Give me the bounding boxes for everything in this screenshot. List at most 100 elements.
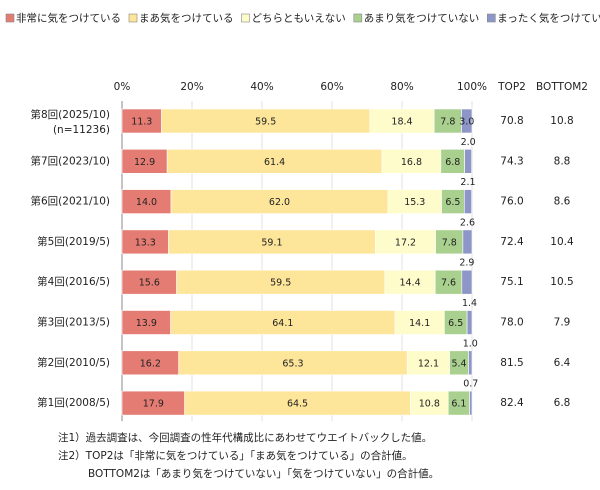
bar-segment (178, 350, 408, 376)
bottom2-header: BOTTOM2 (536, 81, 588, 93)
value-label: 6.5 (448, 318, 463, 329)
y-tick-label: 第7回(2023/10) (31, 154, 111, 167)
bar-segment (381, 149, 442, 174)
x-tick-label: 80% (390, 81, 413, 93)
bar-segment (161, 108, 371, 134)
bar-segment (461, 269, 473, 295)
value-label: 17.9 (143, 399, 164, 410)
value-label: 2.0 (461, 137, 476, 148)
value-label: 5.4 (451, 358, 466, 369)
value-label: 1.4 (462, 298, 477, 309)
bottom2-value: 8.6 (554, 196, 571, 208)
value-label: 61.4 (264, 157, 285, 168)
value-label: 2.6 (460, 217, 475, 228)
bar-segment (468, 350, 473, 376)
legend-swatch (241, 13, 250, 23)
x-tick-label: 0% (114, 81, 131, 93)
bar-segment (121, 108, 162, 134)
bottom2-value: 10.4 (550, 236, 574, 248)
legend-label: まあ気をつけている (139, 12, 234, 25)
bottom2-value: 6.8 (554, 397, 571, 409)
bar-segment (461, 108, 473, 134)
top2-value: 82.4 (500, 397, 524, 409)
value-label: 3.0 (459, 117, 474, 128)
value-label: 2.1 (460, 177, 475, 188)
value-label: 6.5 (445, 197, 460, 208)
y-tick-label: 第3回(2013/5) (37, 316, 110, 329)
value-label: 12.1 (418, 358, 439, 369)
bar-segment (466, 310, 473, 335)
top2-value: 81.5 (500, 357, 523, 369)
note: BOTTOM2は「あまり気をつけていない」「気をつけていない」の合計値。 (88, 467, 439, 480)
value-label: 65.3 (282, 358, 303, 369)
value-label: 13.9 (136, 318, 157, 329)
y-tick-label: 第2回(2010/5) (37, 356, 110, 369)
value-label: 11.3 (131, 117, 152, 128)
bar-segment (406, 350, 450, 376)
value-label: 15.6 (139, 278, 160, 289)
y-tick-label: 第1回(2008/5) (37, 396, 110, 409)
value-label: 7.8 (442, 237, 457, 248)
value-label: 14.0 (136, 197, 157, 208)
legend-label: あまり気をつけていない (364, 12, 480, 25)
bar-segment (433, 108, 462, 134)
top2-value: 70.8 (500, 115, 523, 127)
value-label: 14.4 (399, 278, 420, 289)
value-label: 7.8 (440, 117, 455, 128)
value-label: 17.2 (395, 237, 416, 248)
note: 注2）TOP2は「非常に気をつけている」「まあ気をつけている」の合計値。 (58, 449, 413, 462)
value-label: 64.1 (272, 318, 293, 329)
legend-label: まったく気をつけていない (497, 12, 600, 25)
bar-segment (121, 269, 177, 295)
value-label: 7.6 (441, 278, 456, 289)
y-tick-label: 第8回(2025/10) (31, 108, 111, 121)
bar-segment (462, 229, 473, 255)
value-label: 10.8 (419, 399, 440, 410)
value-label: 14.1 (409, 318, 430, 329)
y-tick-label: 第4回(2016/5) (37, 275, 110, 288)
top2-header: TOP2 (497, 81, 526, 93)
value-label: 0.7 (463, 379, 478, 390)
bottom2-value: 10.5 (550, 276, 573, 288)
value-label: 59.5 (270, 278, 291, 289)
value-label: 62.0 (269, 197, 290, 208)
value-label: 59.1 (261, 237, 282, 248)
bar-segment (469, 390, 473, 416)
bar-segment (176, 269, 386, 295)
value-label: 64.5 (287, 399, 308, 410)
bar-segment (121, 390, 185, 416)
bar-segment (170, 189, 389, 214)
legend-swatch (128, 13, 138, 23)
x-tick-label: 40% (250, 81, 273, 93)
value-label: 18.4 (391, 117, 412, 128)
value-label: 16.8 (401, 157, 422, 168)
top2-value: 72.4 (500, 236, 524, 248)
value-label: 2.9 (459, 258, 474, 269)
legend-label: どちらともいえない (252, 13, 346, 25)
bar-segment (121, 189, 172, 214)
value-label: 13.3 (135, 237, 156, 248)
bar-segment (121, 350, 180, 376)
value-label: 6.8 (445, 157, 460, 168)
value-label: 12.9 (134, 157, 155, 168)
bar-segment (463, 189, 472, 214)
sample-size: (n=11236) (53, 124, 110, 136)
bar-segment (464, 149, 472, 174)
legend-swatch (486, 13, 496, 23)
bar-segment (168, 229, 376, 255)
note: 注1）過去調査は、今回調査の性年代構成比にあわせてウエイトバックした値。 (58, 431, 432, 444)
y-tick-label: 第5回(2019/5) (37, 235, 110, 248)
top2-value: 74.3 (500, 155, 523, 167)
legend-label: 非常に気をつけている (16, 12, 121, 25)
value-label: 15.3 (404, 197, 425, 208)
legend-swatch (5, 13, 15, 23)
top2-value: 75.1 (500, 276, 523, 288)
value-label: 6.1 (451, 399, 466, 410)
value-label: 16.2 (140, 358, 161, 369)
value-label: 59.5 (255, 117, 276, 128)
bar-segment (166, 149, 383, 174)
bottom2-value: 7.9 (554, 317, 571, 329)
bottom2-value: 10.8 (550, 115, 573, 127)
bar-segment (121, 149, 168, 174)
